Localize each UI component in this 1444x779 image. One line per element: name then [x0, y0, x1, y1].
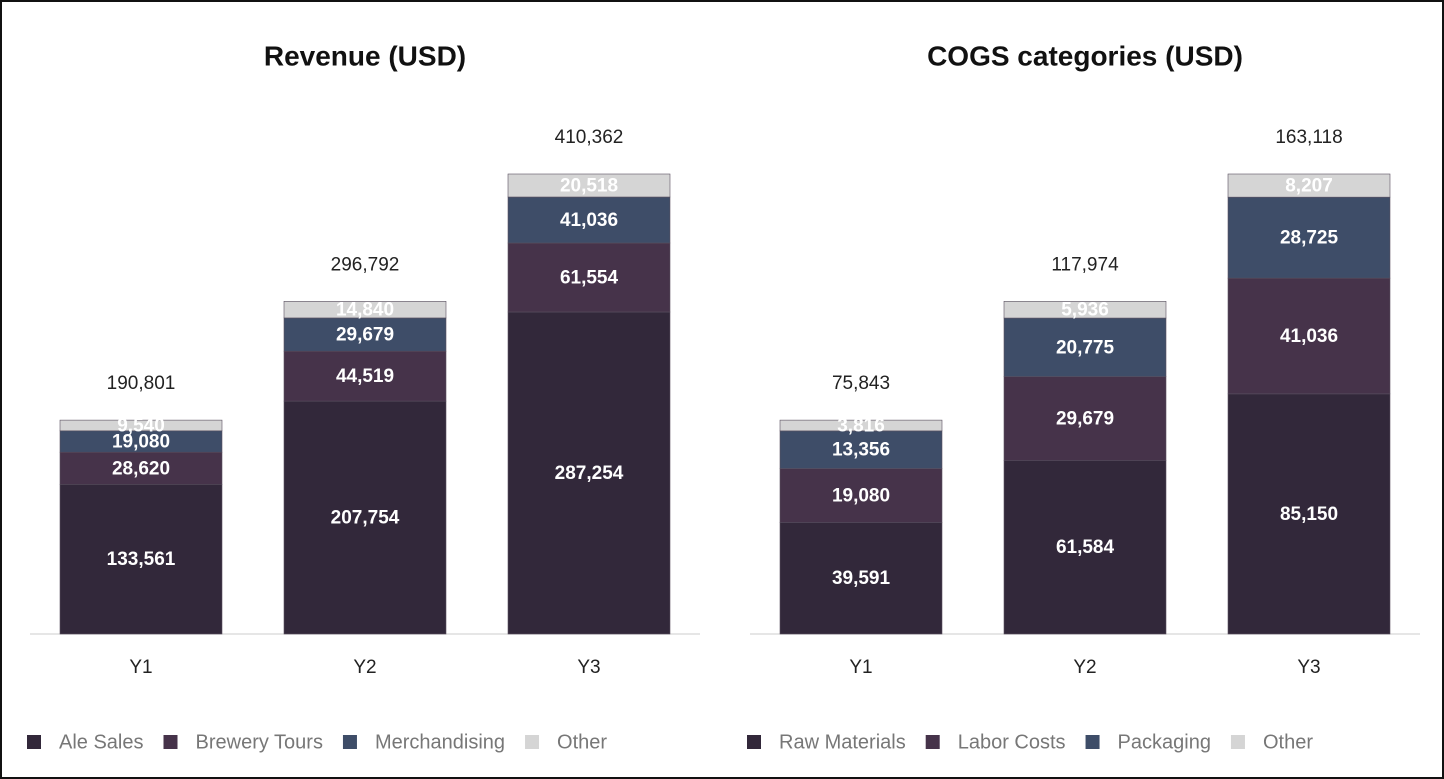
- x-tick-label: Y3: [577, 657, 600, 678]
- data-label: 44,519: [336, 366, 394, 387]
- bar-segment: [779, 468, 943, 523]
- bar-segment: [1003, 301, 1167, 319]
- legend-label: Merchandising: [375, 731, 505, 753]
- bar-segment: [1227, 196, 1391, 279]
- data-label: 28,725: [1280, 228, 1339, 249]
- data-label: 13,356: [832, 440, 890, 461]
- legend-label: Other: [557, 731, 607, 753]
- bar-segment: [1003, 376, 1167, 461]
- legend-label: Brewery Tours: [196, 731, 323, 753]
- x-tick-label: Y2: [353, 657, 376, 678]
- data-label: 3,816: [837, 416, 885, 437]
- total-label: 410,362: [555, 127, 624, 148]
- bar-segment: [507, 173, 671, 198]
- data-label: 39,591: [832, 568, 891, 589]
- data-label: 29,679: [336, 325, 394, 346]
- total-label: 296,792: [331, 254, 400, 275]
- legend-marker: [747, 735, 761, 749]
- bar-segment: [283, 350, 447, 402]
- x-tick-label: Y3: [1297, 657, 1320, 678]
- data-label: 5,936: [1061, 300, 1109, 321]
- data-label: 61,554: [560, 268, 619, 289]
- data-label: 29,679: [1056, 408, 1114, 429]
- legend-marker: [342, 735, 357, 749]
- bar-segment: [59, 483, 223, 635]
- bar-segment: [283, 301, 447, 319]
- data-label: 61,584: [1056, 537, 1115, 558]
- bar-segment: [1003, 317, 1167, 377]
- legend-label: Labor Costs: [958, 731, 1066, 753]
- bar-segment: [1003, 460, 1167, 635]
- bar-segment: [1227, 173, 1391, 198]
- bar-segment: [1227, 277, 1391, 395]
- data-label: 9,540: [117, 415, 165, 436]
- data-label: 85,150: [1280, 504, 1338, 525]
- x-tick-label: Y2: [1073, 657, 1096, 678]
- bar-segment: [283, 400, 447, 635]
- bar-segment: [779, 419, 943, 432]
- legend-marker: [163, 735, 178, 749]
- data-label: 287,254: [555, 463, 624, 484]
- legend-marker: [1085, 735, 1100, 749]
- data-label: 14,840: [336, 300, 394, 321]
- legend-label: Raw Materials: [779, 731, 906, 753]
- x-tick-label: Y1: [129, 657, 152, 678]
- total-label: 117,974: [1051, 254, 1119, 275]
- data-label: 28,620: [112, 458, 170, 479]
- data-label: 19,080: [832, 485, 890, 506]
- legend-label: Packaging: [1118, 731, 1211, 753]
- total-label: 163,118: [1275, 127, 1342, 148]
- data-label: 8,207: [1285, 176, 1333, 197]
- chart-title: Revenue (USD): [264, 40, 466, 71]
- legend-label: Other: [1263, 731, 1313, 753]
- bar-segment: [59, 451, 223, 485]
- bar-segment: [283, 317, 447, 352]
- legend-marker: [925, 735, 940, 749]
- bar-segment: [507, 242, 671, 313]
- chart-title: COGS categories (USD): [927, 40, 1243, 71]
- data-label: 41,036: [560, 210, 618, 231]
- bar-segment: [59, 419, 223, 432]
- data-label: 20,518: [560, 176, 618, 197]
- data-label: 20,775: [1056, 337, 1115, 358]
- data-label: 133,561: [107, 549, 176, 570]
- legend-marker: [525, 735, 540, 749]
- total-label: 75,843: [832, 373, 890, 394]
- data-label: 41,036: [1280, 326, 1338, 347]
- total-label: 190,801: [107, 373, 176, 394]
- legend-marker: [27, 735, 41, 749]
- bar-segment: [779, 522, 943, 635]
- bar-segment: [507, 196, 671, 244]
- data-label: 19,080: [112, 432, 170, 453]
- data-label: 207,754: [331, 508, 400, 529]
- bar-segment: [779, 430, 943, 469]
- legend-marker: [1230, 735, 1245, 749]
- bar-segment: [507, 311, 671, 635]
- x-tick-label: Y1: [849, 657, 872, 678]
- legend-label: Ale Sales: [59, 731, 144, 753]
